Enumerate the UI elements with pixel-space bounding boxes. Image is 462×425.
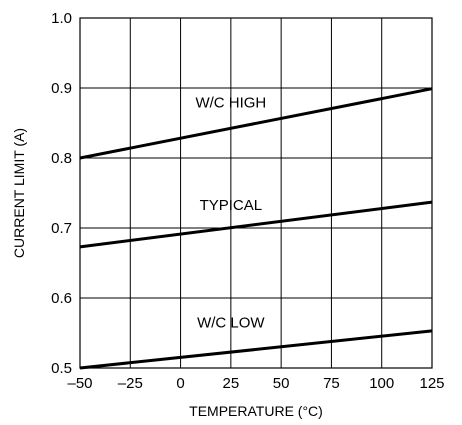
- tick-labels: –50 –25 0 25 50 75 100 125 0.5 0.6 0.7 0.8 0.9 1.0: [51, 10, 444, 392]
- x-tick-label: 125: [419, 375, 444, 392]
- y-tick-label: 0.5: [51, 360, 72, 377]
- series-line: [79, 329, 433, 370]
- x-tick-label: 50: [273, 375, 290, 392]
- series-line: [79, 200, 433, 249]
- y-tick-label: 0.8: [51, 150, 72, 167]
- y-tick-label: 0.9: [51, 80, 72, 97]
- series-line: [79, 87, 433, 160]
- series-label: W/C HIGH: [195, 95, 266, 112]
- plot-frame: [79, 17, 433, 369]
- x-tick-label: 0: [176, 375, 184, 392]
- y-tick-label: 0.6: [51, 290, 72, 307]
- series-label: TYPICAL: [200, 197, 263, 214]
- series-label: W/C LOW: [197, 314, 265, 331]
- x-axis-label: TEMPERATURE (°C): [189, 403, 323, 419]
- series-labels: W/C HIGH TYPICAL W/C LOW: [195, 95, 266, 332]
- x-tick-label: 75: [323, 375, 340, 392]
- y-axis-label: CURRENT LIMIT (A): [11, 128, 27, 258]
- x-tick-label: 25: [223, 375, 240, 392]
- x-tick-label: –50: [67, 375, 92, 392]
- y-tick-label: 0.7: [51, 220, 72, 237]
- x-tick-label: –25: [118, 375, 143, 392]
- grid: [80, 18, 432, 368]
- y-tick-label: 1.0: [51, 10, 72, 27]
- x-tick-label: 100: [369, 375, 394, 392]
- series-lines: [79, 87, 433, 370]
